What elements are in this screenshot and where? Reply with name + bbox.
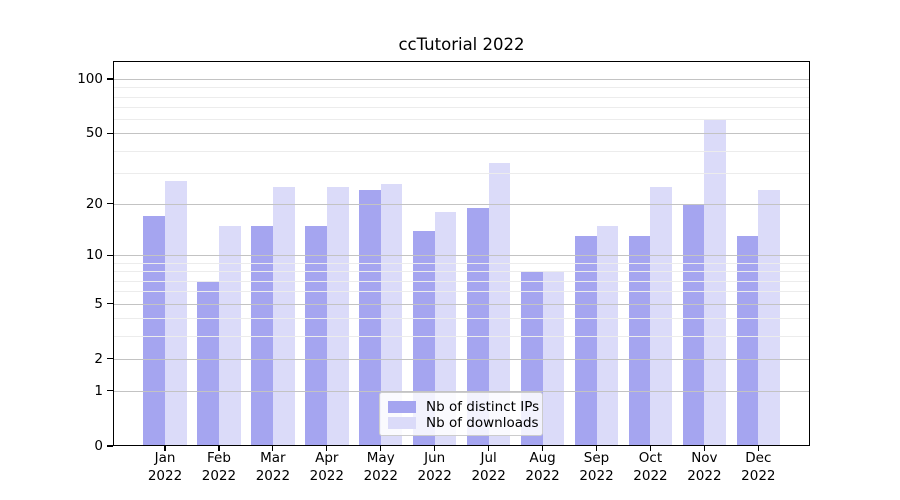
ytick-label-2: 2 [94, 350, 103, 367]
legend: Nb of distinct IPs Nb of downloads [379, 392, 543, 436]
bar-mar-distinct-ips [251, 225, 273, 446]
bar-oct-distinct-ips [628, 236, 651, 446]
legend-label-distinct-ips: Nb of distinct IPs [426, 398, 540, 415]
legend-label-downloads: Nb of downloads [426, 414, 539, 431]
xtick-label-dec: Dec 2022 [741, 450, 776, 484]
ytick-mark-2 [107, 358, 113, 360]
ytick-label-20: 20 [85, 195, 103, 212]
xtick-label-nov: Nov 2022 [687, 450, 722, 484]
xtick-label-jan: Jan 2022 [147, 450, 183, 484]
bar-sep-downloads [596, 225, 619, 446]
ytick-label-1: 1 [94, 382, 103, 399]
xtick-label-jun: Jun 2022 [417, 450, 452, 484]
bar-jul-distinct-ips [466, 207, 489, 446]
bar-oct-downloads [650, 186, 673, 446]
bar-jan-distinct-ips [143, 216, 165, 446]
xtick-mark-apr [326, 446, 328, 451]
bar-feb-distinct-ips [197, 280, 219, 446]
ytick-label-100: 100 [77, 71, 103, 87]
bar-sep-distinct-ips [574, 236, 597, 446]
ytick-mark-100 [107, 78, 113, 80]
bar-dec-distinct-ips [736, 236, 759, 446]
bar-jul-downloads [488, 163, 511, 446]
ytick-mark-50 [107, 132, 113, 134]
ytick-mark-10 [107, 254, 113, 256]
xtick-mark-oct [649, 446, 652, 451]
bar-nov-distinct-ips [682, 203, 705, 446]
plot-area [113, 61, 810, 446]
xtick-mark-jun [434, 446, 436, 451]
bar-may-downloads [380, 183, 403, 446]
xtick-label-may: May 2022 [363, 450, 398, 484]
xtick-label-aug: Aug 2022 [525, 450, 560, 484]
legend-entry-downloads: Nb of downloads [388, 415, 539, 431]
xtick-mark-dec [757, 446, 759, 451]
bar-feb-downloads [218, 225, 241, 446]
xtick-mark-jul [488, 446, 490, 451]
ytick-label-10: 10 [85, 247, 103, 264]
xtick-label-jul: Jul 2022 [471, 450, 506, 484]
ytick-mark-1 [107, 390, 113, 392]
bar-aug-downloads [542, 271, 565, 446]
bar-jun-downloads [434, 211, 457, 446]
xtick-mark-may [380, 446, 382, 451]
ytick-label-5: 5 [94, 295, 103, 312]
xtick-mark-mar [272, 446, 274, 451]
xtick-mark-feb [218, 446, 220, 451]
bar-may-distinct-ips [359, 190, 381, 446]
xtick-label-apr: Apr 2022 [309, 450, 344, 484]
legend-entry-distinct-ips: Nb of distinct IPs [388, 399, 539, 415]
bar-dec-downloads [758, 190, 781, 446]
xtick-label-mar: Mar 2022 [255, 450, 291, 484]
xtick-label-sep: Sep 2022 [579, 450, 614, 484]
xtick-label-oct: Oct 2022 [633, 450, 668, 484]
xtick-mark-nov [703, 446, 705, 451]
xtick-label-feb: Feb 2022 [201, 450, 237, 484]
xtick-mark-jan [164, 446, 166, 451]
ytick-mark-0 [107, 445, 113, 447]
xtick-mark-aug [541, 446, 544, 451]
ytick-mark-5 [107, 302, 113, 305]
ytick-mark-20 [107, 203, 113, 205]
bars-layer [113, 61, 810, 446]
bar-mar-downloads [272, 186, 295, 446]
ytick-label-50: 50 [85, 125, 103, 142]
legend-swatch-downloads [388, 416, 416, 429]
bar-nov-downloads [704, 119, 727, 446]
ytick-label-0: 0 [94, 438, 103, 454]
bar-apr-downloads [326, 186, 349, 446]
xtick-mark-sep [595, 446, 598, 451]
bar-apr-distinct-ips [305, 225, 327, 446]
chart-title: ccTutorial 2022 [398, 35, 525, 54]
bar-jan-downloads [165, 181, 187, 446]
legend-swatch-distinct-ips [388, 400, 416, 413]
